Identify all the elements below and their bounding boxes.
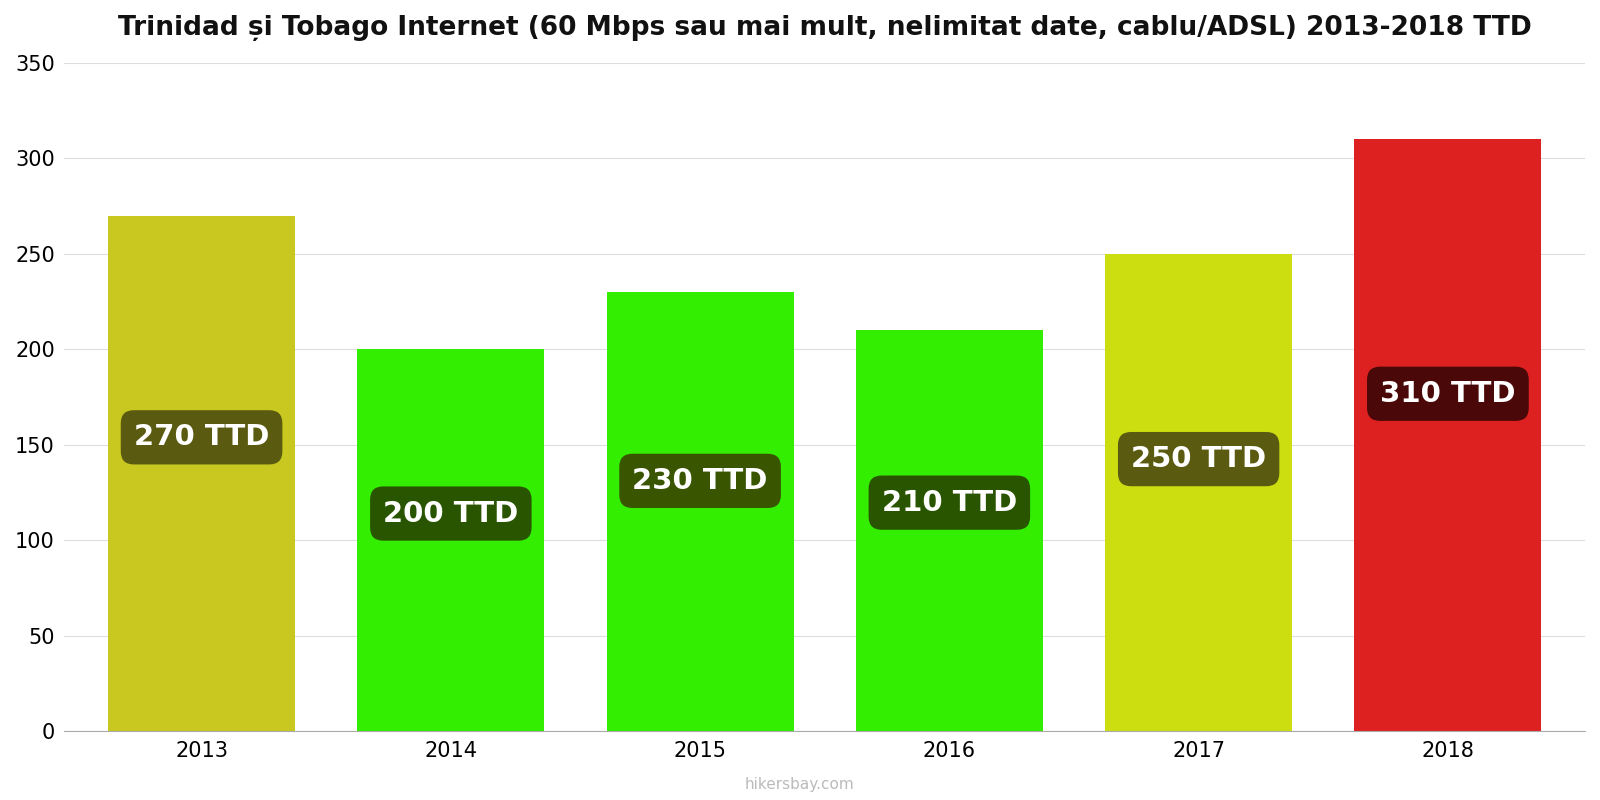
Text: 210 TTD: 210 TTD [882,489,1018,517]
Bar [109,215,294,731]
Bar [1106,254,1293,731]
Bar [856,330,1043,731]
Text: 250 TTD: 250 TTD [1131,445,1266,473]
Bar [1355,139,1541,731]
Text: 200 TTD: 200 TTD [384,499,518,527]
Bar [606,292,794,731]
Text: hikersbay.com: hikersbay.com [746,777,854,792]
Text: 310 TTD: 310 TTD [1381,380,1515,408]
Text: 230 TTD: 230 TTD [632,467,768,495]
Bar [357,350,544,731]
Title: Trinidad și Tobago Internet (60 Mbps sau mai mult, nelimitat date, cablu/ADSL) 2: Trinidad și Tobago Internet (60 Mbps sau… [118,15,1531,41]
Text: 270 TTD: 270 TTD [134,423,269,451]
